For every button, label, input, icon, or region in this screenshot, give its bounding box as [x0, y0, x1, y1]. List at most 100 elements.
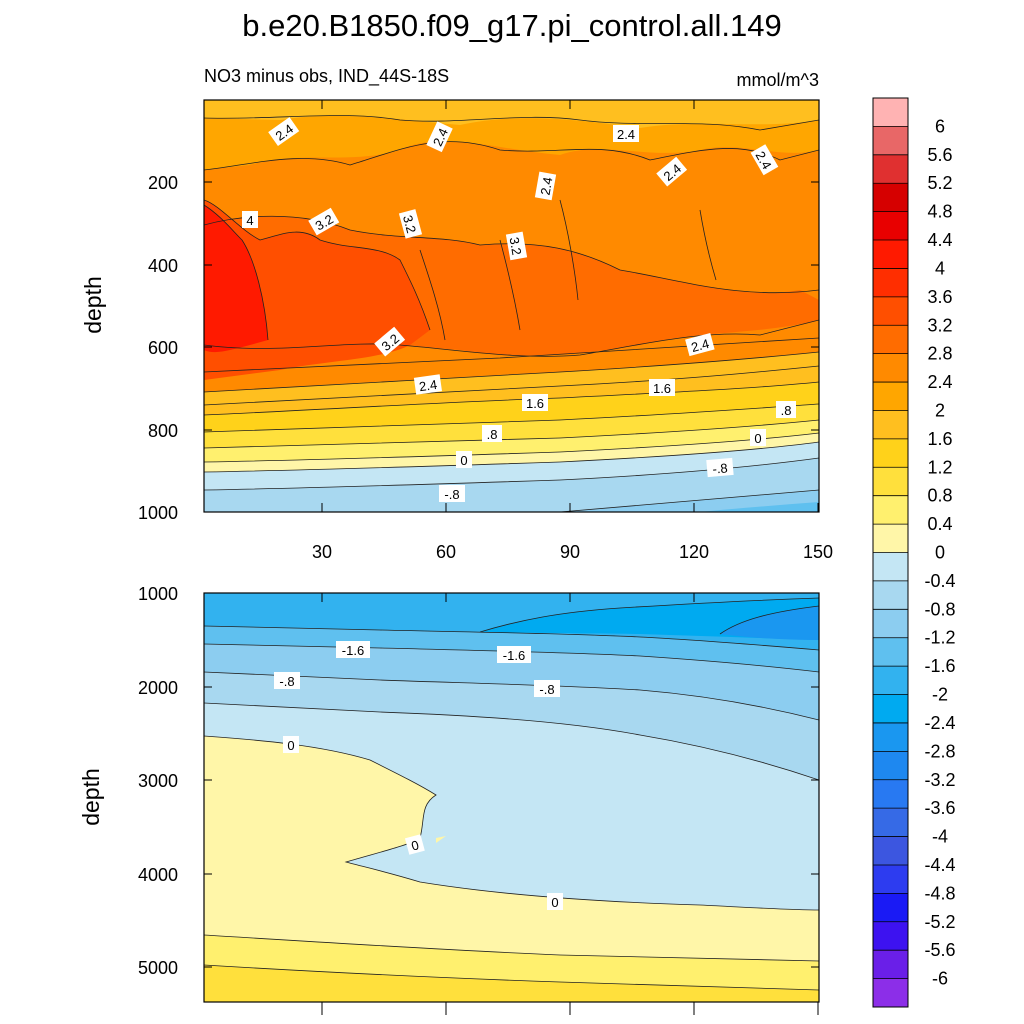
contour-label: -.8	[279, 674, 294, 689]
top-contour-labels: 2.4 2.4 2.4 2.4 2.4 2.4 4 3.2 3.2 3.2 3.…	[242, 117, 796, 502]
colorbar-swatch	[873, 836, 908, 866]
contour-label: .8	[487, 427, 498, 442]
colorbar-label: -3.6	[924, 798, 955, 818]
contour-line	[204, 964, 819, 991]
colorbar-label: 0.8	[927, 486, 952, 506]
colorbar-label: -2	[932, 685, 948, 705]
top-y-tick-label: 400	[148, 256, 178, 276]
contour-line	[204, 457, 819, 491]
bottom-y-tick-label: 3000	[138, 771, 178, 791]
colorbar: 6 5.6 5.2 4.8 4.4 4 3.6 3.2 2.8 2.4 2 1.6 1.2 0.8 0.4 0…	[872, 97, 956, 1008]
top-x-tick-label: 150	[803, 542, 833, 562]
fill-band-0	[204, 736, 819, 1002]
fill-band-4	[204, 205, 268, 353]
contour-line	[204, 735, 819, 911]
top-y-axis-label: depth	[80, 276, 106, 334]
contour-label: 2.4	[538, 176, 556, 196]
colorbar-label: -2.4	[924, 713, 955, 733]
colorbar-label: -6	[932, 969, 948, 989]
colorbar-swatch	[873, 637, 908, 667]
colorbar-label: -1.2	[924, 628, 955, 648]
contour-line	[719, 605, 819, 635]
contour-line	[204, 199, 431, 331]
colorbar-label: 5.6	[927, 145, 952, 165]
contour-label: 0	[410, 837, 421, 853]
contour-label: 0	[754, 431, 761, 446]
contour-label: 4	[246, 213, 253, 228]
contour-line	[204, 934, 819, 962]
colorbar-label: 1.6	[927, 429, 952, 449]
colorbar-swatch	[873, 325, 908, 355]
contour-label: 2.4	[617, 127, 635, 142]
top-panel-units: mmol/m^3	[737, 70, 819, 90]
top-x-tick-label: 30	[312, 542, 332, 562]
contour-line	[204, 625, 819, 651]
colorbar-label: -0.8	[924, 599, 955, 619]
contour-label: 3.2	[507, 236, 525, 256]
contour-line	[204, 204, 269, 341]
top-x-tick-label: 90	[560, 542, 580, 562]
band-neg0.8-deep	[204, 458, 819, 512]
colorbar-swatch	[873, 978, 908, 1008]
colorbar-swatch	[873, 694, 908, 724]
contour-line	[204, 141, 819, 171]
top-x-tick-label: 120	[679, 542, 709, 562]
colorbar-swatch	[873, 268, 908, 298]
colorbar-label: -5.6	[924, 940, 955, 960]
top-plot-frame	[203, 99, 820, 513]
colorbar-label: -5.2	[924, 912, 955, 932]
colorbar-label: 0.4	[927, 514, 952, 534]
colorbar-label: -4.8	[924, 883, 955, 903]
contour-line	[559, 199, 579, 301]
colorbar-swatch	[873, 382, 908, 411]
colorbar-swatch	[873, 751, 908, 781]
contour-line	[204, 403, 819, 433]
colorbar-swatch	[873, 893, 908, 923]
contour-label: 1.6	[526, 396, 544, 411]
colorbar-swatch	[873, 808, 908, 838]
colorbar-label: -3.2	[924, 770, 955, 790]
contour-label: -1.6	[503, 648, 525, 663]
colorbar-label: 4	[935, 258, 945, 278]
top-ticks	[204, 100, 819, 512]
contour-label: 0	[287, 738, 294, 753]
top-y-tick-label: 600	[148, 338, 178, 358]
colorbar-swatch	[873, 126, 908, 156]
contour-label: 0	[551, 895, 558, 910]
colorbar-swatch	[873, 524, 908, 553]
contour-line	[419, 249, 446, 341]
figure-title: b.e20.B1850.f09_g17.pi_control.all.149	[242, 8, 782, 43]
colorbar-swatch	[873, 410, 908, 440]
top-x-tick-label: 60	[436, 542, 456, 562]
top-y-tick-label: 800	[148, 421, 178, 441]
contour-line	[204, 419, 819, 449]
top-contour-lines	[204, 115, 819, 512]
colorbar-label: 2.8	[927, 344, 952, 364]
colorbar-label: 1.2	[927, 457, 952, 477]
contour-line	[204, 319, 819, 357]
contour-line	[204, 115, 819, 131]
colorbar-label: 5.2	[927, 173, 952, 193]
top-y-tick-label: 200	[148, 173, 178, 193]
contour-label: -1.6	[342, 643, 364, 658]
bottom-y-tick-label: 4000	[138, 865, 178, 885]
contour-label: 2.4	[689, 336, 710, 355]
colorbar-label: 3.6	[927, 287, 952, 307]
contour-label: 1.6	[653, 381, 671, 396]
contour-line	[204, 702, 819, 781]
contour-label: 0	[460, 453, 467, 468]
bottom-contour-labels: -1.6 -1.6 -.8 -.8 0 0 0	[274, 641, 563, 910]
contour-label: .8	[781, 403, 792, 418]
contour-line	[699, 209, 717, 281]
top-panel-subtitle: NO3 minus obs, IND_44S-18S	[204, 66, 449, 87]
contour-label: 3.2	[400, 213, 419, 234]
bottom-y-axis-label: depth	[78, 768, 104, 826]
top-y-tick-label: 1000	[138, 503, 178, 523]
bottom-y-tick-label: 2000	[138, 678, 178, 698]
contour-label: -.8	[712, 460, 728, 476]
contour-label: -.8	[444, 487, 459, 502]
colorbar-swatch	[873, 552, 908, 582]
colorbar-label: 6	[935, 116, 945, 136]
colorbar-swatch	[873, 211, 908, 241]
